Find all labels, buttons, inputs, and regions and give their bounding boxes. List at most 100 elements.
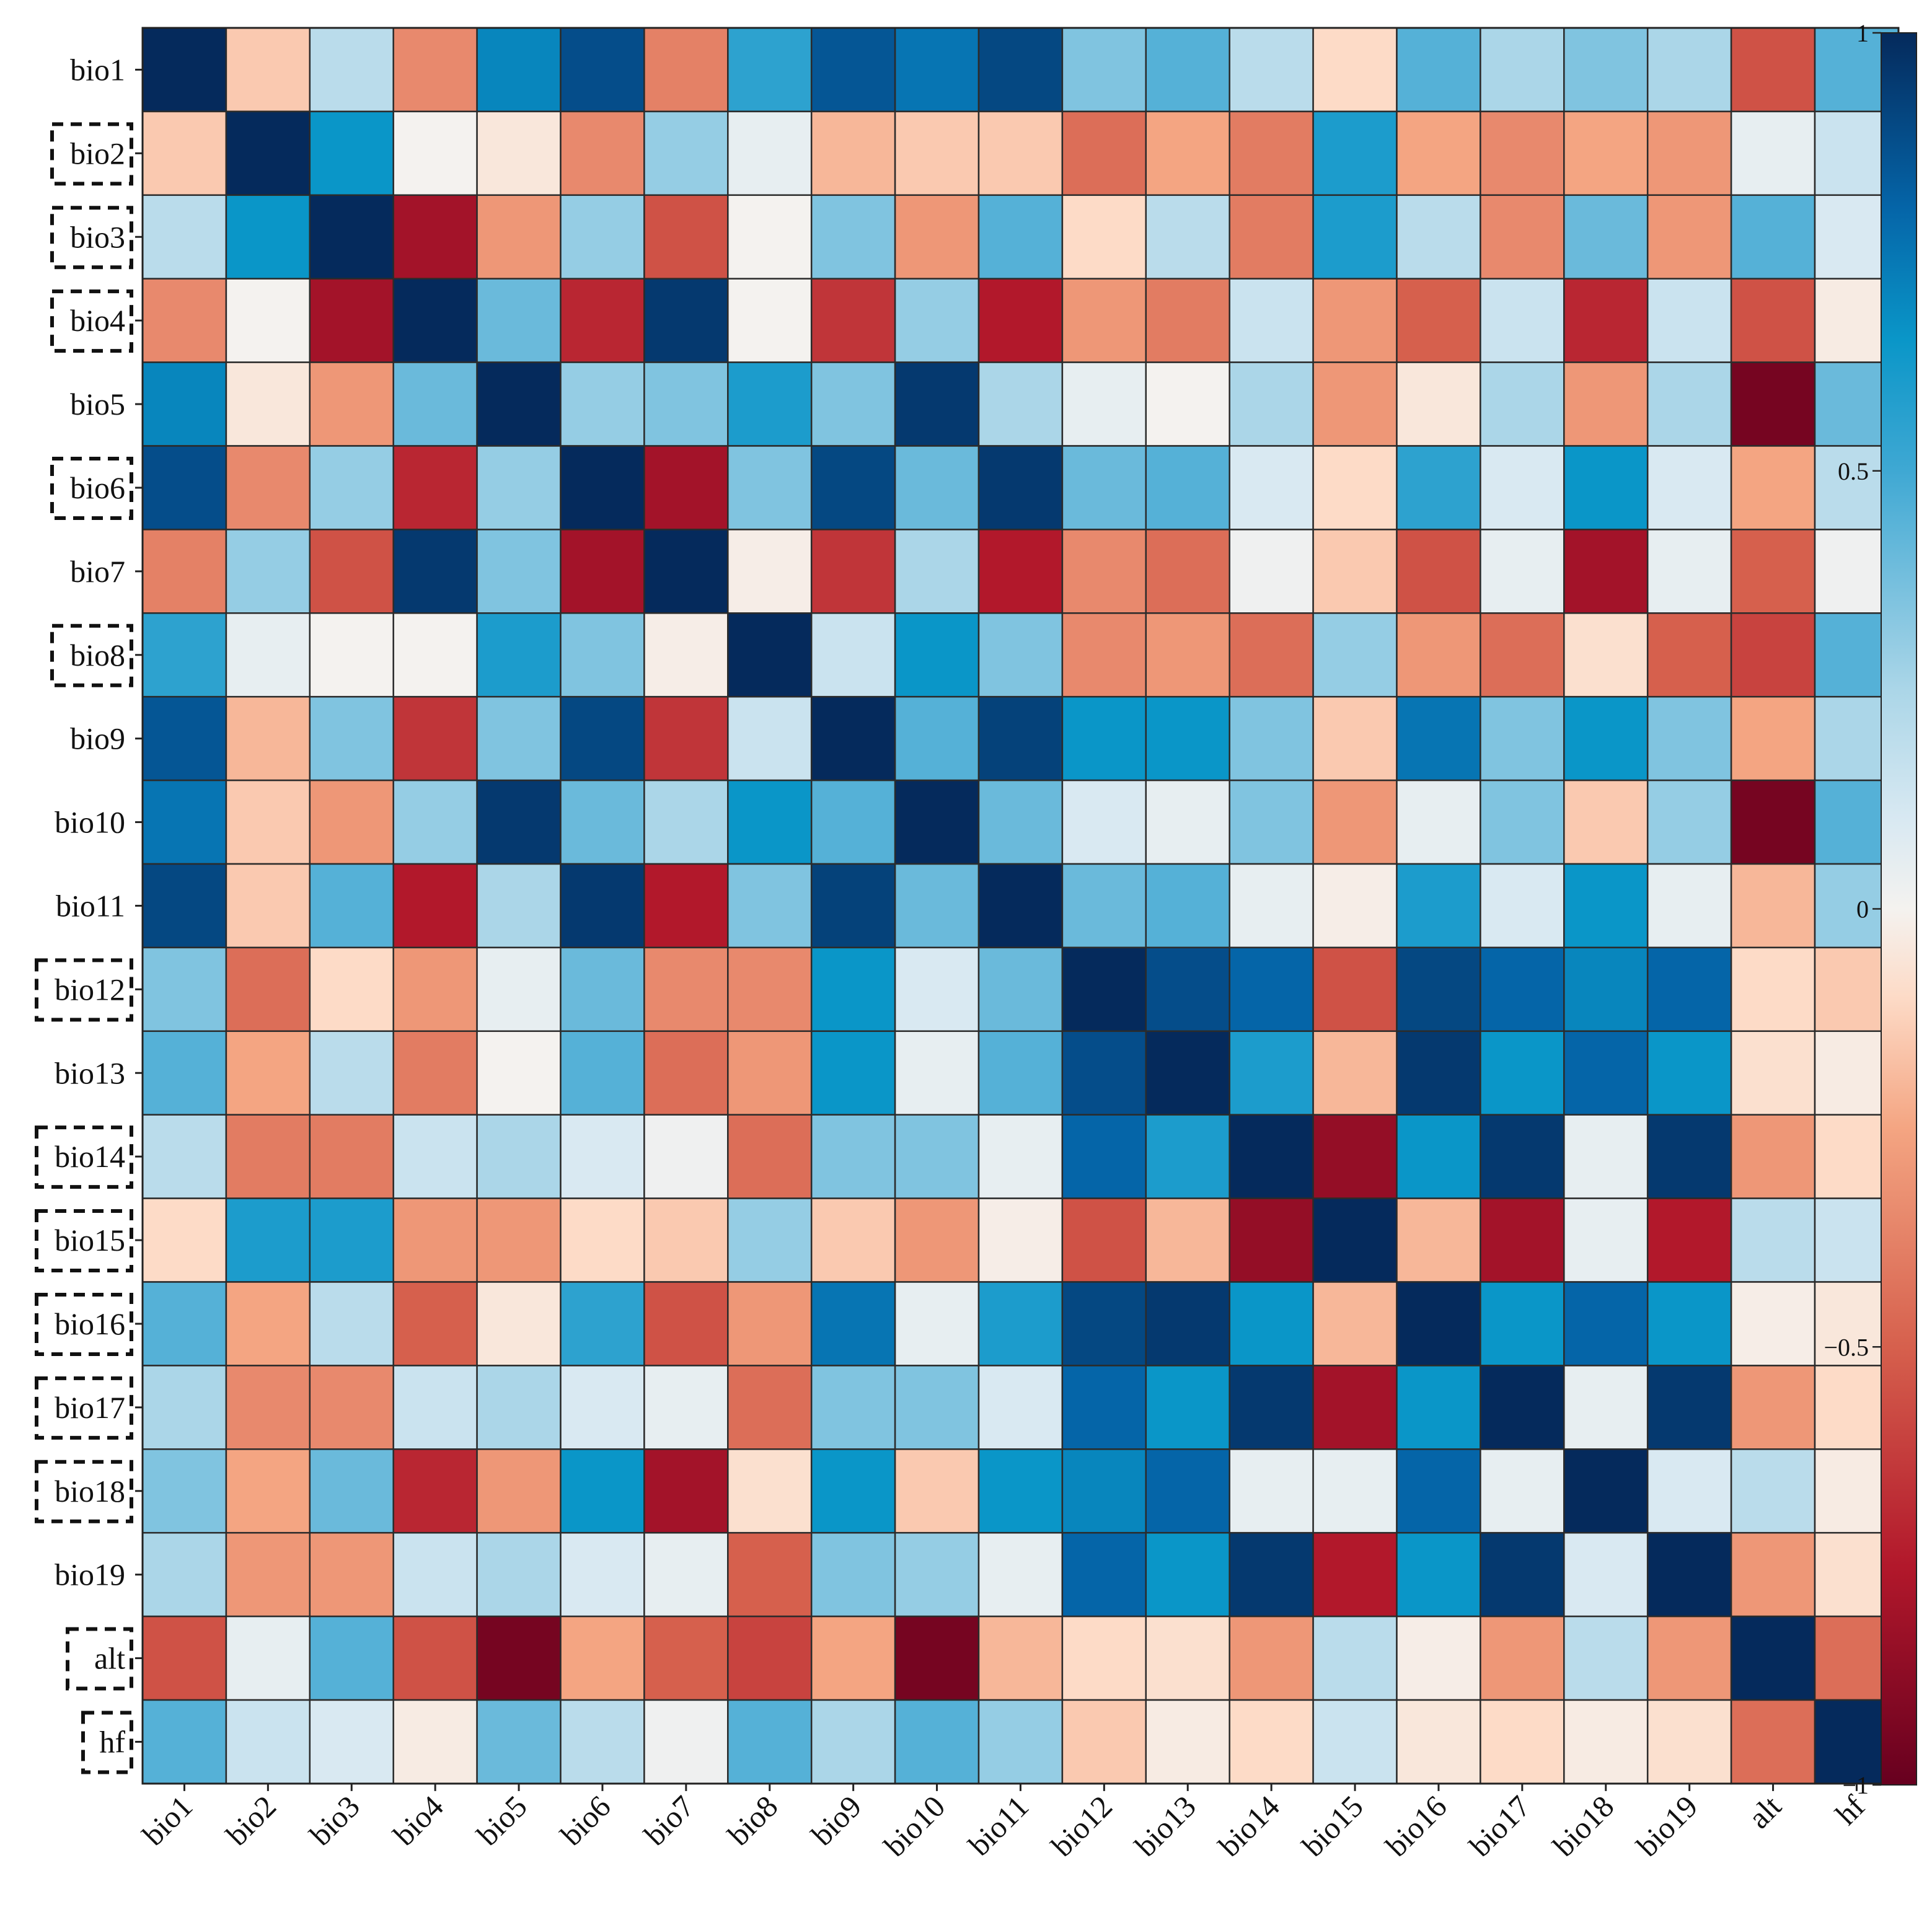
heatmap-cell-bio4-bio4 [392,278,478,363]
heatmap-cell-bio7-bio7 [643,529,729,614]
heatmap-cell-bio15-bio9 [810,1197,896,1283]
col-label-bio8: bio8 [721,1789,784,1852]
heatmap-cell-bio16-bio17 [1480,1281,1565,1367]
heatmap-cell-bio8-bio12 [1061,612,1147,698]
heatmap-cell-bio5-bio19 [1646,361,1732,447]
row-label-bio18: bio18 [55,1474,125,1508]
heatmap-cell-bio17-bio19 [1646,1365,1732,1450]
heatmap-cell-bio16-bio18 [1563,1281,1649,1367]
heatmap-cell-bio5-bio10 [894,361,980,447]
heatmap-cell-bio12-bio4 [392,946,478,1033]
heatmap-cell-bio6-bio1 [141,445,227,531]
heatmap-cell-hf-bio11 [977,1699,1064,1785]
heatmap-cell-hf-bio15 [1312,1699,1398,1785]
heatmap-cell-bio5-bio12 [1061,361,1147,447]
heatmap-cell-bio12-alt [1730,946,1816,1033]
heatmap-cell-bio8-bio13 [1145,612,1230,698]
heatmap-cell-bio10-bio18 [1563,779,1649,865]
heatmap-cell-bio18-bio19 [1646,1448,1732,1534]
heatmap-cell-bio9-alt [1730,695,1816,782]
heatmap-cell-bio5-bio9 [810,361,896,447]
heatmap-cell-bio16-bio11 [977,1281,1064,1367]
heatmap-cell-bio12-bio8 [727,946,813,1033]
heatmap-cell-bio14-bio8 [727,1114,813,1199]
col-label-bio5: bio5 [470,1789,533,1852]
heatmap-cell-bio9-bio4 [392,695,478,782]
col-label-bio7: bio7 [637,1789,700,1852]
heatmap-cell-bio6-bio12 [1061,445,1147,531]
heatmap-cell-bio11-bio17 [1480,863,1565,949]
highlight-boxes [35,122,133,1774]
heatmap-cell-bio14-bio14 [1228,1114,1314,1199]
heatmap-cell-bio9-bio18 [1563,695,1649,782]
heatmap-cell-bio2-bio2 [225,110,311,196]
heatmap-cell-bio19-bio1 [141,1531,227,1618]
heatmap-cell-bio8-bio15 [1312,612,1398,698]
heatmap-cell-bio15-bio6 [560,1197,645,1283]
heatmap-cell-bio11-bio16 [1396,863,1481,949]
col-label-bio3: bio3 [303,1789,366,1852]
heatmap-cell-bio8-bio1 [141,612,227,698]
heatmap-cell-bio2-bio8 [727,110,813,196]
heatmap-cell-bio3-bio11 [977,194,1064,280]
heatmap-cell-bio3-bio13 [1145,194,1230,280]
row-label-alt: alt [94,1641,125,1676]
heatmap-cell-bio14-bio15 [1312,1114,1398,1199]
colorbar-tick-label: 1 [1856,19,1869,47]
heatmap-cell-bio19-bio18 [1563,1531,1649,1618]
heatmap-cell-bio2-alt [1730,110,1816,196]
heatmap-cell-bio5-bio7 [643,361,729,447]
heatmap-cell-bio7-bio10 [894,529,980,614]
heatmap-cell-bio4-bio18 [1563,278,1649,363]
heatmap-cell-bio13-bio11 [977,1030,1064,1116]
heatmap-cell-alt-bio16 [1396,1615,1481,1701]
heatmap-cell-bio13-bio1 [141,1030,227,1116]
heatmap-cell-bio19-bio12 [1061,1531,1147,1618]
row-label-bio9: bio9 [70,721,125,756]
heatmap-cell-bio7-bio16 [1396,529,1481,614]
heatmap-cell-bio16-bio15 [1312,1281,1398,1367]
heatmap-cell-alt-bio6 [560,1615,645,1701]
heatmap-cell-bio13-bio2 [225,1030,311,1116]
heatmap-cell-bio7-bio8 [727,529,813,614]
heatmap-cell-bio3-bio19 [1646,194,1732,280]
heatmap-cell-bio2-bio1 [141,110,227,196]
colorbar-tick-label: 0 [1856,896,1869,923]
heatmap-cell-bio9-bio8 [727,695,813,782]
heatmap-cell-bio16-bio9 [810,1281,896,1367]
heatmap-cell-bio8-bio17 [1480,612,1565,698]
heatmap-cell-bio6-bio9 [810,445,896,531]
heatmap-cell-bio9-bio5 [476,695,562,782]
heatmap-cell-bio15-bio13 [1145,1197,1230,1283]
heatmap-cell-bio12-bio6 [560,946,645,1033]
heatmap-cell-bio15-bio12 [1061,1197,1147,1283]
heatmap-cell-bio15-bio14 [1228,1197,1314,1283]
heatmap-cell-bio11-bio13 [1145,863,1230,949]
col-label-bio4: bio4 [386,1789,449,1852]
heatmap-cell-bio5-bio17 [1480,361,1565,447]
heatmap-cell-hf-bio17 [1480,1699,1565,1785]
highlight-box-bio3 [50,206,133,270]
heatmap-cell-bio8-bio14 [1228,612,1314,698]
heatmap-cell-alt-bio12 [1061,1615,1147,1701]
heatmap-cell-bio12-bio7 [643,946,729,1033]
heatmap-cell-bio5-bio18 [1563,361,1649,447]
col-label-bio18: bio18 [1546,1789,1620,1863]
heatmap-cell-bio13-bio4 [392,1030,478,1116]
heatmap-cell-bio16-bio4 [392,1281,478,1367]
heatmap-cell-bio15-bio1 [141,1197,227,1283]
heatmap-cell-bio7-bio18 [1563,529,1649,614]
heatmap-cell-bio7-bio9 [810,529,896,614]
heatmap-cell-bio18-bio8 [727,1448,813,1534]
heatmap-cell-bio17-bio2 [225,1365,311,1450]
heatmap-cell-bio16-bio10 [894,1281,980,1367]
heatmap-cell-bio4-bio12 [1061,278,1147,363]
heatmap-cell-bio11-bio15 [1312,863,1398,949]
heatmap-cell-bio8-bio16 [1396,612,1481,698]
heatmap-cell-bio4-bio17 [1480,278,1565,363]
heatmap-cell-bio9-bio12 [1061,695,1147,782]
heatmap-cell-bio8-bio2 [225,612,311,698]
heatmap-cell-bio17-bio9 [810,1365,896,1450]
heatmap-cell-bio6-bio13 [1145,445,1230,531]
heatmap-cell-bio13-bio14 [1228,1030,1314,1116]
